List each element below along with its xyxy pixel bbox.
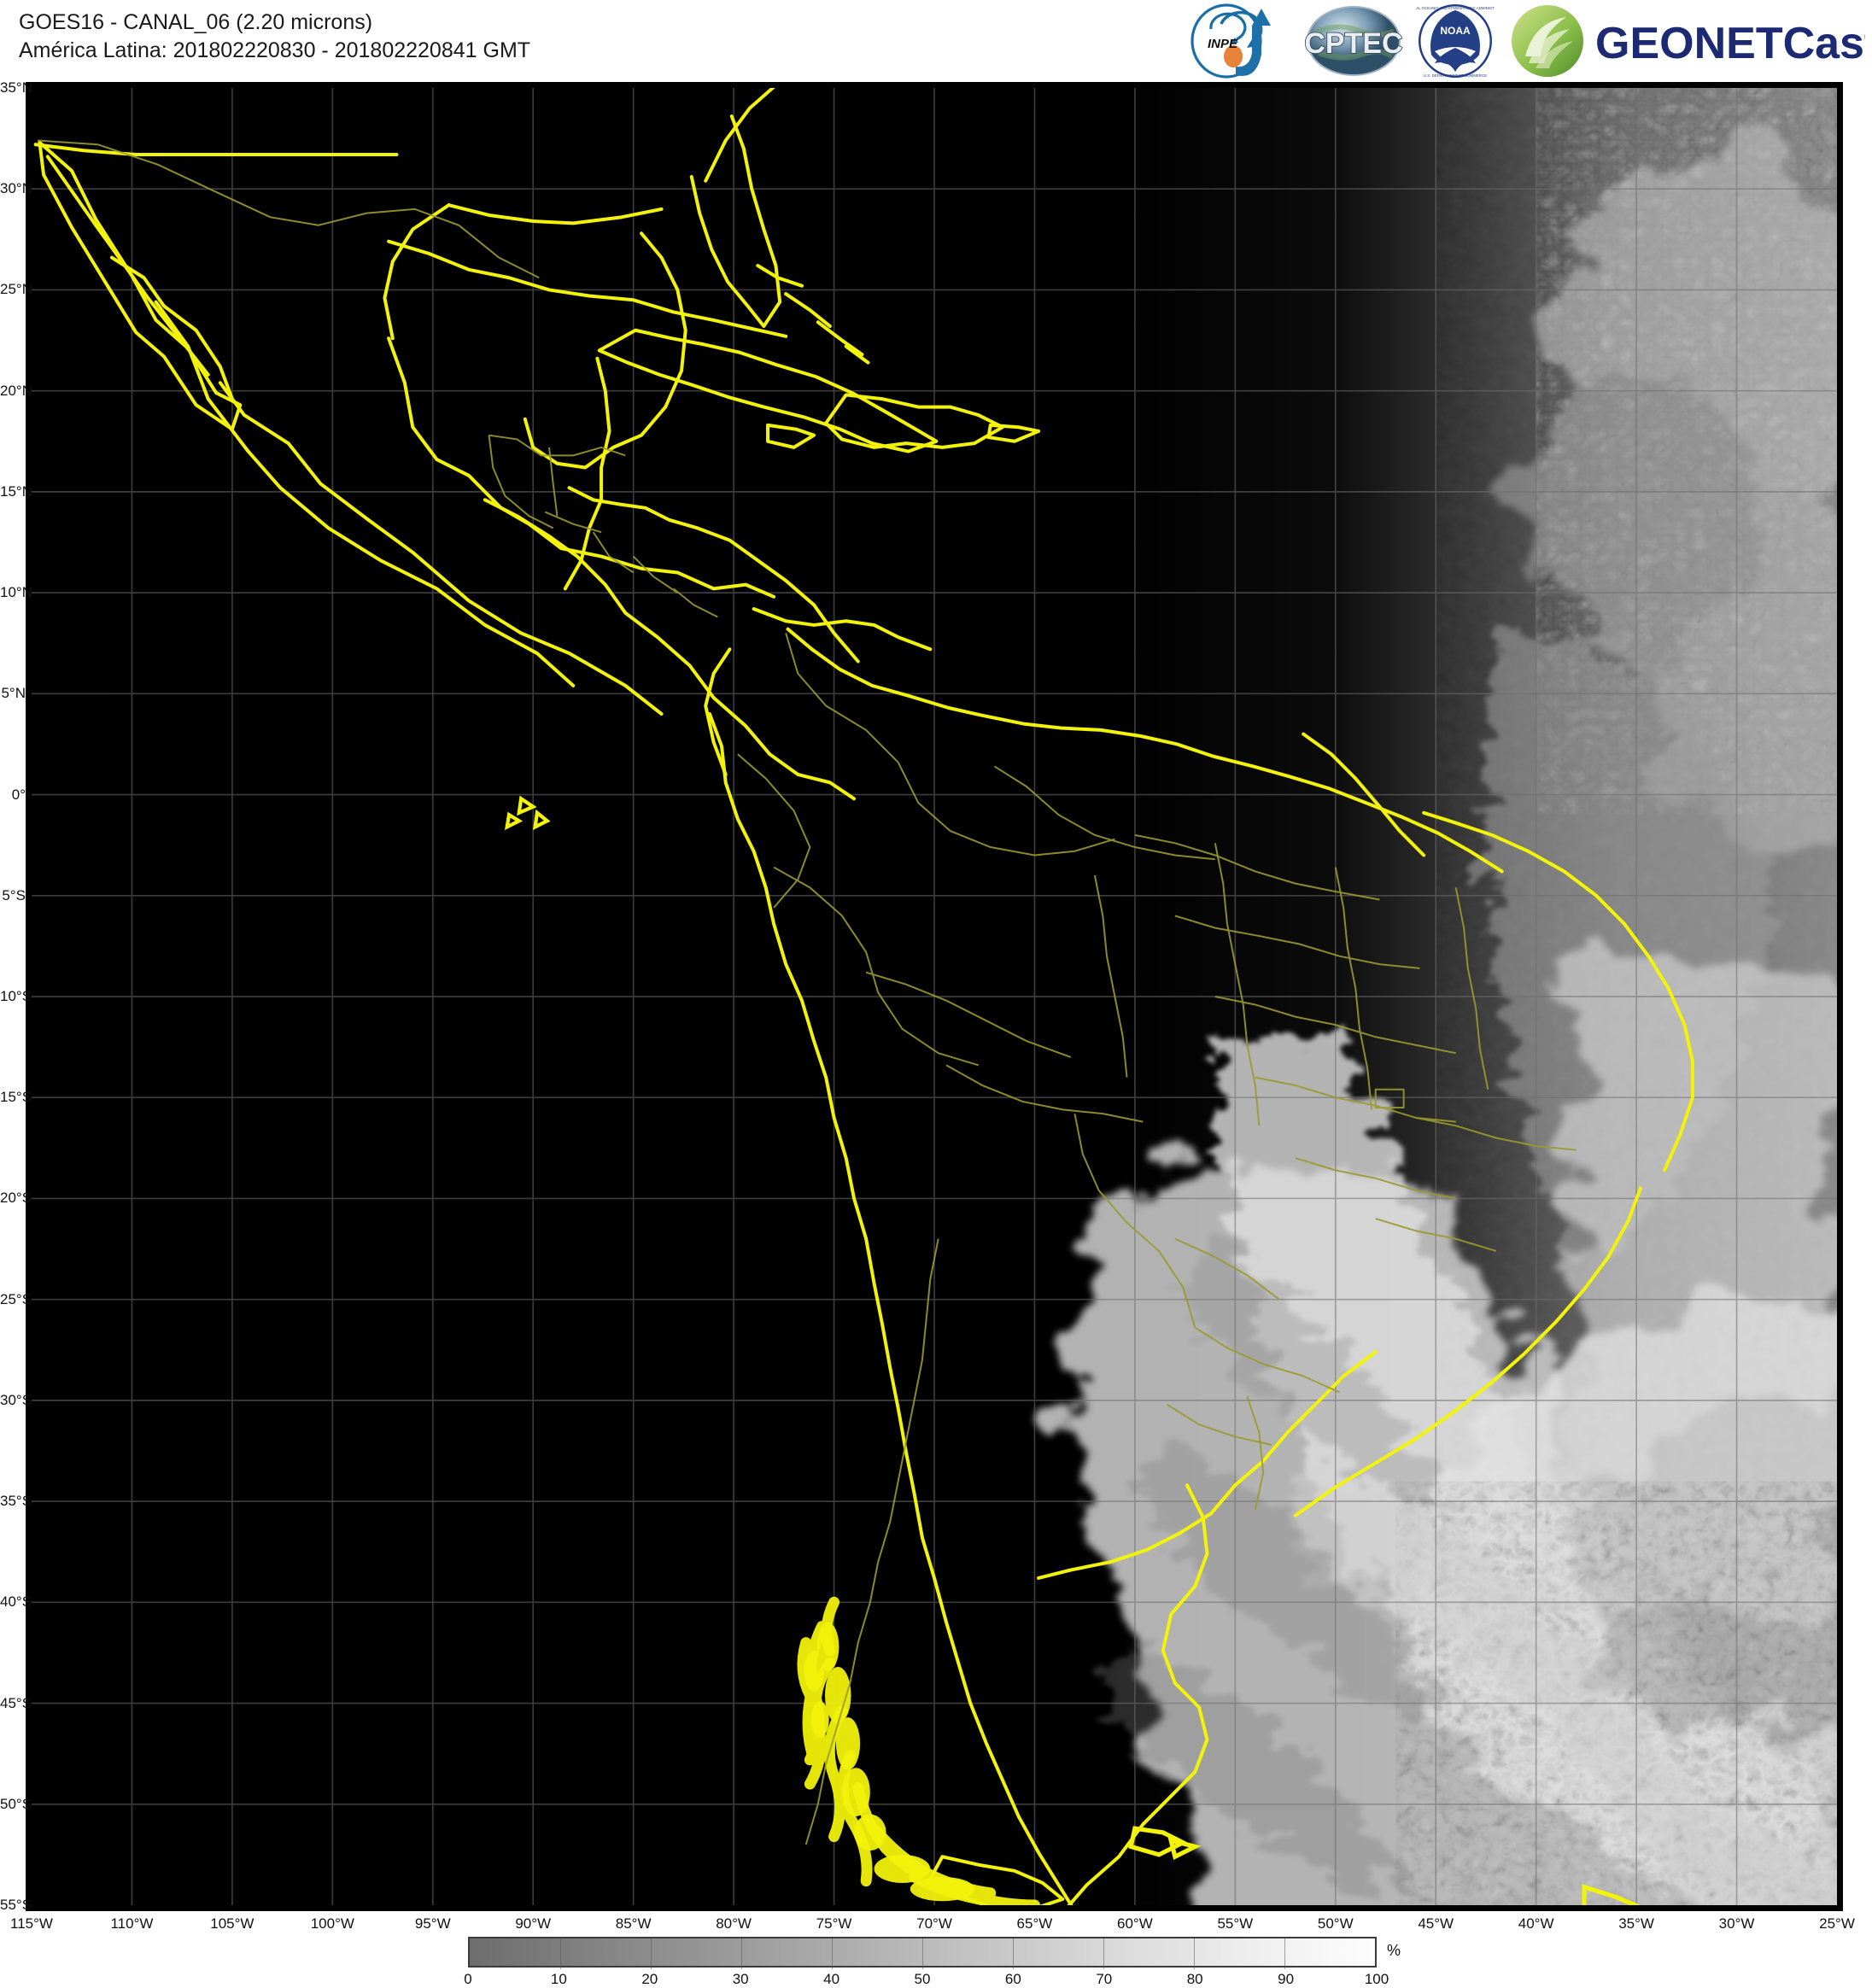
cptec-logo: CPTEC — [1303, 3, 1404, 79]
colorbar-tick-label: 60 — [1004, 1971, 1021, 1987]
south-georgia-island — [1582, 1884, 1641, 1905]
lat-tick-label: 15°N — [0, 482, 32, 500]
lon-tick-label: 105°W — [210, 1915, 254, 1932]
lon-tick-label: 70°W — [916, 1915, 952, 1932]
logo-strip: INPE CPTEC — [1182, 2, 1865, 80]
colorbar-gradient — [468, 1937, 1377, 1969]
lat-tick-label: 40°S — [0, 1593, 32, 1611]
colorbar-tick-label: 10 — [550, 1971, 567, 1987]
colorbar-tick — [832, 1938, 833, 1969]
colorbar-tick — [560, 1938, 561, 1969]
lat-tick-label: 50°S — [0, 1795, 32, 1812]
colorbar-tick-label: 30 — [732, 1971, 749, 1987]
colorbar-tick-label: 0 — [464, 1971, 472, 1987]
colorbar-tick-label: 70 — [1096, 1971, 1113, 1987]
lat-tick-label: 25°S — [0, 1290, 32, 1307]
noaa-logo-text: NOAA — [1440, 25, 1471, 37]
lat-tick-label: 45°S — [0, 1694, 32, 1711]
lon-tick-label: 110°W — [110, 1915, 154, 1932]
lon-tick-label: 100°W — [310, 1915, 354, 1932]
product-subtitle: América Latina: 201802220830 - 201802220… — [19, 38, 531, 62]
lat-tick-label: 35°N — [0, 79, 32, 96]
colorbar-tick-label: 40 — [823, 1971, 840, 1987]
lat-tick-label: 15°S — [0, 1089, 32, 1106]
inpe-logo-text: INPE — [1208, 37, 1238, 51]
noaa-logo: NOAA NATIONAL OCEANIC AND ATMOSPHERIC AD… — [1416, 3, 1495, 79]
lat-tick-label: 0° — [11, 786, 26, 803]
political-boundaries — [37, 139, 1577, 1845]
lon-tick-label: 55°W — [1217, 1915, 1254, 1932]
lat-tick-label: 25°N — [0, 281, 32, 298]
lon-tick-label: 30°W — [1718, 1915, 1755, 1932]
lat-tick-label: 30°N — [0, 180, 32, 197]
product-title: GOES16 - CANAL_06 (2.20 microns) — [19, 10, 373, 34]
lat-tick-label: 30°S — [0, 1391, 32, 1408]
colorbar-tick — [1194, 1938, 1195, 1969]
galapagos-islands — [504, 795, 551, 831]
header-bar: GOES16 - CANAL_06 (2.20 microns) América… — [0, 0, 1872, 82]
title-block: GOES16 - CANAL_06 (2.20 microns) América… — [19, 9, 530, 65]
lon-tick-label: 75°W — [816, 1915, 852, 1932]
lon-tick-label: 85°W — [615, 1915, 652, 1932]
map-svg — [32, 88, 1837, 1905]
lon-tick-label: 45°W — [1418, 1915, 1454, 1932]
lon-tick-label: 60°W — [1116, 1915, 1153, 1932]
colorbar-legend: % 0 10 20 30 40 50 60 70 80 90 100 — [0, 1937, 1872, 1988]
colorbar-tick-label: 20 — [641, 1971, 658, 1987]
map-image-canvas[interactable] — [32, 88, 1837, 1905]
colorbar-tick — [1013, 1938, 1014, 1969]
lon-tick-label: 115°W — [10, 1915, 53, 1932]
lat-tick-label: 5°N — [1, 685, 26, 702]
lon-tick-label: 25°W — [1819, 1915, 1855, 1932]
lon-tick-label: 80°W — [716, 1915, 752, 1932]
lat-tick-label: 10°S — [0, 988, 32, 1004]
colorbar-tick — [922, 1938, 923, 1969]
lon-tick-label: 50°W — [1317, 1915, 1354, 1932]
lat-tick-label: 10°N — [0, 584, 32, 601]
colorbar-unit-label: % — [1387, 1942, 1401, 1959]
lon-tick-label: 35°W — [1618, 1915, 1654, 1932]
lon-tick-label: 95°W — [414, 1915, 451, 1932]
satellite-map[interactable] — [26, 82, 1843, 1911]
patagonia-fjord-islands — [804, 1622, 974, 1902]
lat-tick-label: 5°S — [2, 886, 26, 903]
falkland-islands — [1128, 1826, 1202, 1861]
noaa-ring-bottom-text: U.S. DEPARTMENT OF COMMERCE — [1424, 73, 1487, 78]
lat-tick-label: 35°S — [0, 1493, 32, 1510]
lon-tick-label: 90°W — [515, 1915, 552, 1932]
noaa-ring-top-text: NATIONAL OCEANIC AND ATMOSPHERIC ADMINIS… — [1416, 6, 1495, 10]
lat-tick-label: 20°N — [0, 382, 32, 399]
colorbar-tick-label: 90 — [1278, 1971, 1295, 1987]
lon-tick-label: 40°W — [1518, 1915, 1554, 1932]
geonetcast-logo-text: GEONETCast — [1595, 19, 1865, 68]
cptec-logo-text: CPTEC — [1304, 27, 1402, 60]
inpe-logo: INPE — [1182, 3, 1291, 79]
colorbar-tick-label: 80 — [1186, 1971, 1203, 1987]
lat-tick-label: 55°S — [0, 1897, 32, 1913]
lat-tick-label: 20°S — [0, 1190, 32, 1207]
coastline-overlay — [33, 88, 1694, 1905]
colorbar-tick-label: 50 — [914, 1971, 931, 1987]
geonetcast-logo: GEONETCast — [1506, 3, 1865, 79]
colorbar-tick — [651, 1938, 652, 1969]
colorbar-tick — [1103, 1938, 1104, 1969]
colorbar-tick — [741, 1938, 742, 1969]
colorbar-tick-label: 100 — [1364, 1971, 1389, 1987]
colorbar-tick — [1284, 1938, 1285, 1969]
lon-tick-label: 65°W — [1016, 1915, 1053, 1932]
